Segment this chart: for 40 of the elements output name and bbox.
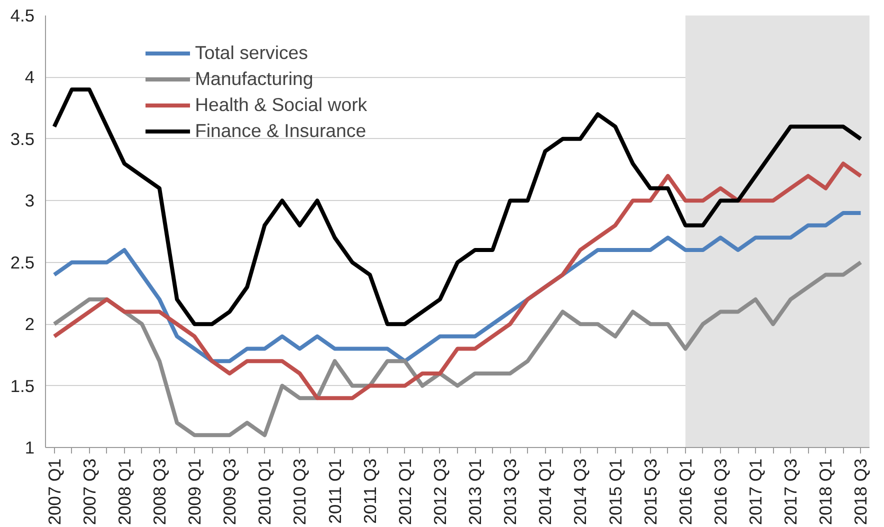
x-tick-label: 2008 Q1 <box>114 458 134 525</box>
x-tick-label: 2017 Q1 <box>746 458 766 525</box>
x-tick-label: 2016 Q3 <box>710 458 730 525</box>
x-tick-label: 2007 Q3 <box>79 458 100 525</box>
x-tick-label: 2010 Q1 <box>254 458 275 525</box>
y-tick-label: 1.5 <box>10 376 35 396</box>
y-tick-label: 4 <box>24 67 35 88</box>
y-tick-label: 2 <box>24 314 35 334</box>
line-series <box>52 260 863 438</box>
x-tick-label: 2017 Q3 <box>780 458 801 525</box>
x-tick-label: 2018 Q1 <box>816 458 836 525</box>
legend-label: Health & Social work <box>195 94 368 116</box>
legend-label: Finance & Insurance <box>195 120 366 142</box>
x-tick-label: 2009 Q1 <box>184 458 205 525</box>
y-tick-label: 3.5 <box>10 128 35 149</box>
x-tick-label: 2007 Q1 <box>44 458 64 525</box>
y-tick-label: 1 <box>24 438 35 458</box>
y-tick-label: 4.5 <box>10 6 35 26</box>
x-tick-label: 2012 Q1 <box>394 458 415 525</box>
x-tick-label: 2014 Q3 <box>570 458 590 525</box>
x-tick-label: 2014 Q1 <box>535 458 556 525</box>
x-tick-label: 2008 Q3 <box>149 458 170 525</box>
legend-label: Manufacturing <box>195 68 314 90</box>
x-tick-label: 2011 Q1 <box>324 458 345 524</box>
line-series <box>52 210 863 364</box>
y-tick-label: 2.5 <box>10 252 35 272</box>
line-series <box>52 162 863 400</box>
x-tick-label: 2015 Q3 <box>640 458 660 525</box>
x-tick-label: 2012 Q3 <box>430 458 450 525</box>
x-tick-label: 2009 Q3 <box>220 458 240 525</box>
x-tick-label: 2013 Q1 <box>465 458 486 525</box>
y-tick-label: 3 <box>24 190 35 211</box>
x-tick-label: 2015 Q1 <box>605 458 626 525</box>
x-tick-label: 2013 Q3 <box>500 458 520 525</box>
x-tick-label: 2011 Q3 <box>360 458 380 524</box>
line-series <box>52 88 863 326</box>
legend-label: Total services <box>195 42 308 64</box>
x-tick-label: 2016 Q1 <box>675 458 696 525</box>
x-tick-label: 2010 Q3 <box>290 458 310 525</box>
x-tick-label: 2018 Q3 <box>850 458 871 525</box>
